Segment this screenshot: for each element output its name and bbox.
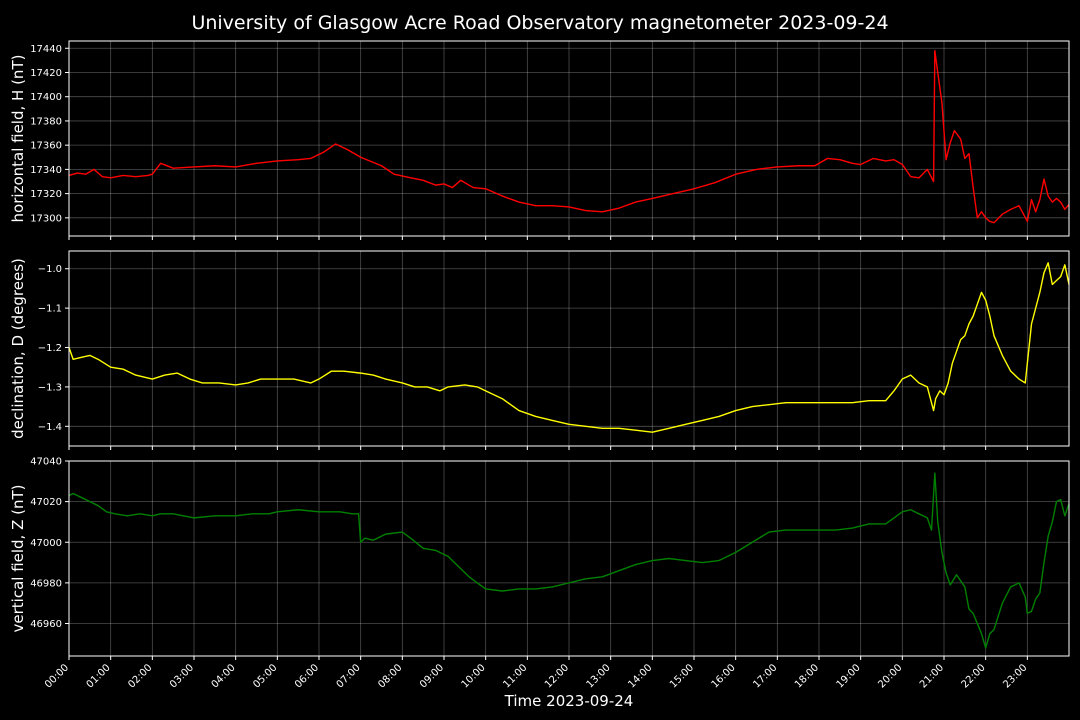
x-tick-label: 14:00 — [626, 662, 654, 690]
x-tick-label: 18:00 — [793, 662, 821, 690]
x-tick-label: 19:00 — [835, 662, 863, 690]
y-tick-label: 17440 — [30, 44, 62, 55]
series-line-D — [68, 262, 1070, 433]
x-tick-label: 09:00 — [418, 662, 446, 690]
x-tick-label: 16:00 — [710, 662, 738, 690]
x-tick-label: 08:00 — [376, 662, 404, 690]
y-tick-label: 17300 — [30, 213, 62, 224]
x-tick-label: 00:00 — [43, 662, 71, 690]
y-tick-label: 17360 — [30, 141, 62, 152]
x-tick-label: 22:00 — [960, 662, 988, 690]
y-tick-label: 46980 — [30, 578, 62, 589]
series-line-Z — [68, 472, 1070, 649]
y-tick-label: 47040 — [30, 457, 62, 468]
x-tick-label: 15:00 — [668, 662, 696, 690]
panel-frame — [68, 460, 1070, 657]
y-axis-label-Z: vertical field, Z (nT) — [9, 484, 27, 632]
x-tick-label: 04:00 — [210, 662, 238, 690]
y-tick-label: −1.3 — [38, 382, 62, 393]
x-tick-label: 11:00 — [501, 662, 529, 690]
x-tick-label: 13:00 — [585, 662, 613, 690]
y-tick-label: 17400 — [30, 92, 62, 103]
y-tick-label: 17420 — [30, 68, 62, 79]
y-tick-label: −1.2 — [38, 343, 62, 354]
panel-H: 17300 17320 17340 17360 17380 17400 17420 17440… — [9, 40, 1070, 240]
x-tick-label: 17:00 — [751, 662, 779, 690]
x-tick-label: 02:00 — [126, 662, 154, 690]
x-tick-label: 05:00 — [251, 662, 279, 690]
x-tick-label: 10:00 — [460, 662, 488, 690]
x-axis-ticks: 00:00 01:00 02:00 03:00 04:00 05:00 06:00 07:00… — [43, 662, 1029, 690]
y-tick-label: 17320 — [30, 189, 62, 200]
x-tick-label: 03:00 — [168, 662, 196, 690]
y-tick-label: 47020 — [30, 497, 62, 508]
y-tick-label: −1.0 — [38, 264, 62, 275]
y-tick-label: 17380 — [30, 116, 62, 127]
x-tick-label: 06:00 — [293, 662, 321, 690]
y-tick-label: −1.4 — [38, 422, 62, 433]
y-tick-label: −1.1 — [38, 304, 62, 315]
y-tick-label: 17340 — [30, 165, 62, 176]
y-axis-label-D: declination, D (degrees) — [9, 258, 27, 439]
y-tick-label: 47000 — [30, 538, 62, 549]
panels-group: 17300 17320 17340 17360 17380 17400 17420 17440… — [9, 40, 1070, 660]
y-tick-label: 46960 — [30, 619, 62, 630]
x-tick-label: 12:00 — [543, 662, 571, 690]
x-tick-label: 01:00 — [85, 662, 113, 690]
series-line-H — [68, 49, 1070, 224]
x-tick-label: 20:00 — [876, 662, 904, 690]
panel-D: −1.4 −1.3 −1.2 −1.1 −1.0 declination, D (degr… — [9, 250, 1070, 450]
x-tick-label: 07:00 — [335, 662, 363, 690]
panel-Z: 46960 46980 47000 47020 47040 vertical field,… — [9, 457, 1070, 660]
chart-title: University of Glasgow Acre Road Observat… — [191, 12, 888, 34]
x-tick-label: 21:00 — [918, 662, 946, 690]
x-tick-label: 23:00 — [1001, 662, 1029, 690]
x-axis-label: Time 2023-09-24 — [504, 692, 634, 710]
y-axis-label-H: horizontal field, H (nT) — [9, 55, 27, 223]
panel-frame — [68, 40, 1070, 237]
panel-frame — [68, 250, 1070, 447]
